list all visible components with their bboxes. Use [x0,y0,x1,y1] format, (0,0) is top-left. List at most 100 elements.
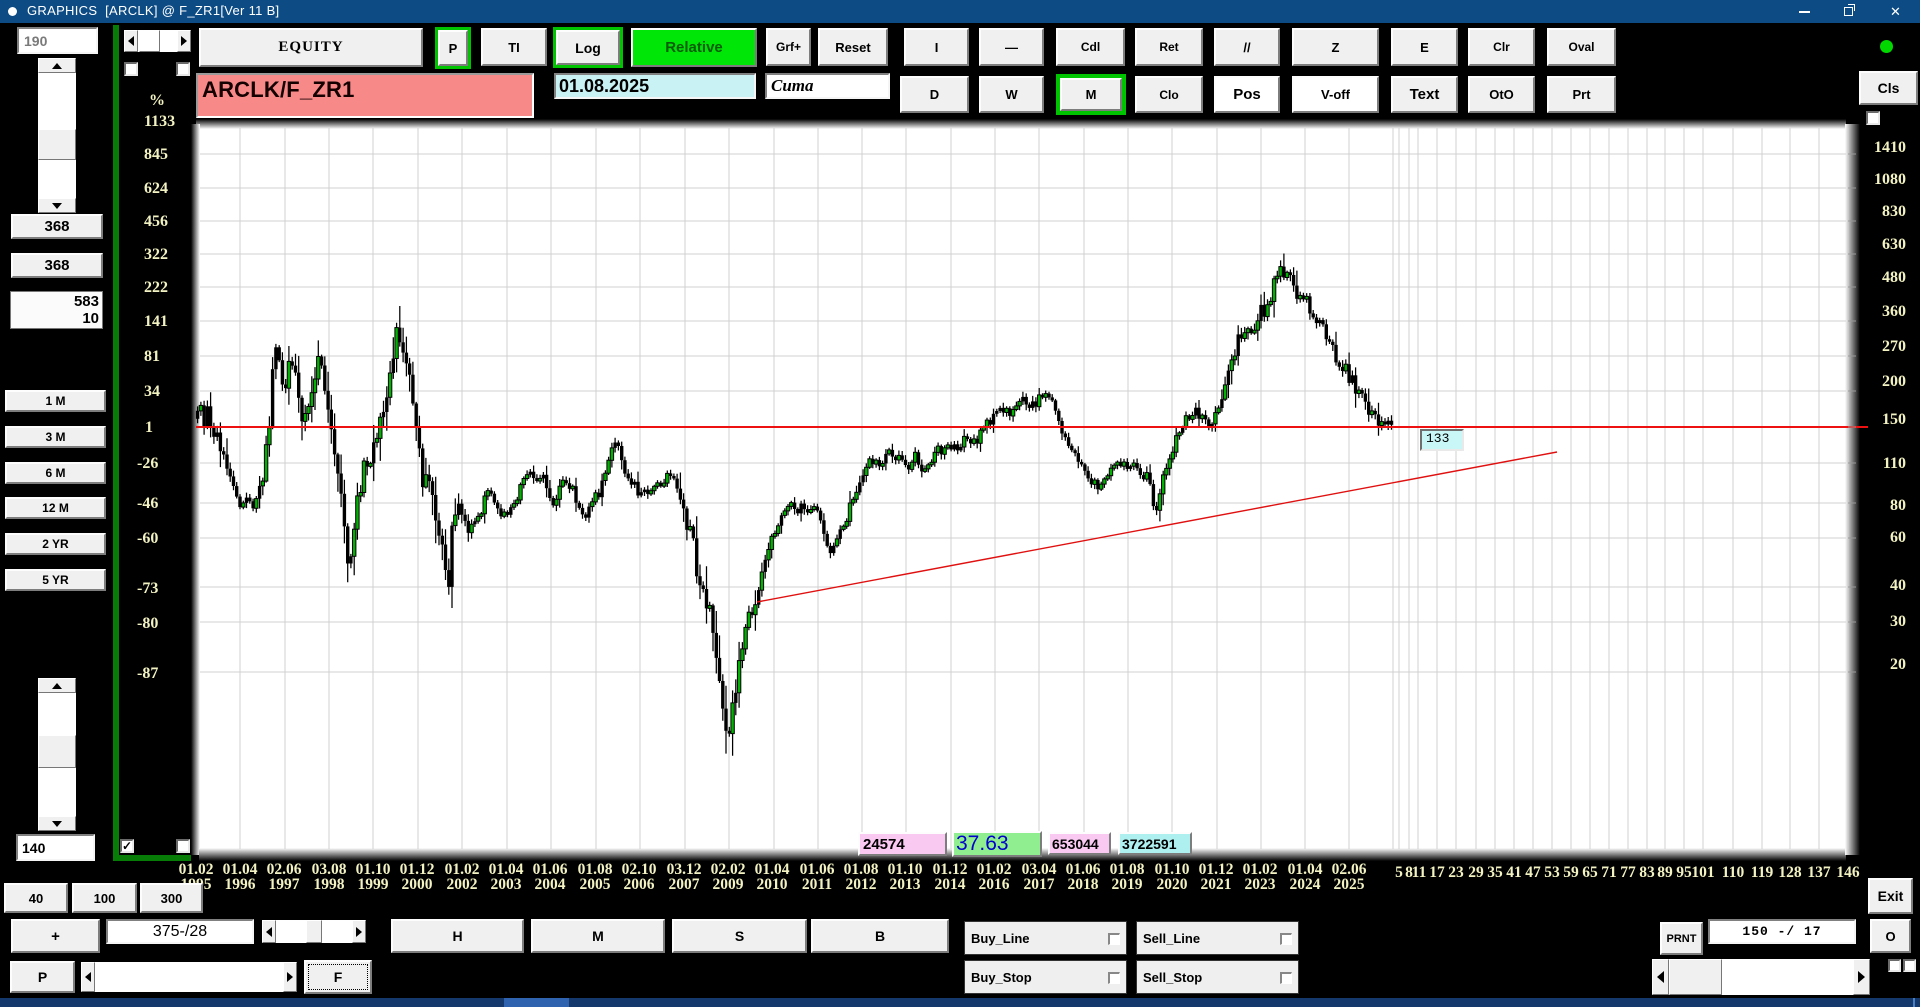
svg-text:01.08: 01.08 [844,861,879,878]
svg-text:20: 20 [1890,656,1906,673]
svg-text:65: 65 [1582,864,1598,881]
svg-text:101: 101 [1691,864,1714,881]
svg-text:1133: 1133 [144,113,175,130]
svg-text:8: 8 [1405,864,1413,881]
svg-text:845: 845 [144,146,168,163]
svg-text:01.12: 01.12 [933,861,968,878]
svg-text:01.12: 01.12 [400,861,435,878]
svg-text:624: 624 [144,180,168,197]
svg-text:150: 150 [1882,411,1906,428]
svg-text:01.08: 01.08 [1110,861,1145,878]
svg-text:-80: -80 [137,615,158,632]
svg-text:1410: 1410 [1874,139,1906,156]
svg-text:141: 141 [144,313,168,330]
svg-text:-60: -60 [137,530,158,547]
svg-text:2025: 2025 [1334,876,1365,893]
svg-text:71: 71 [1601,864,1617,881]
svg-text:01.04: 01.04 [223,861,258,878]
svg-text:80: 80 [1890,497,1906,514]
svg-text:01.02: 01.02 [1243,861,1278,878]
svg-text:03.04: 03.04 [1022,861,1057,878]
svg-text:01.02: 01.02 [179,861,214,878]
svg-text:01.04: 01.04 [755,861,790,878]
svg-text:2005: 2005 [580,876,611,893]
svg-text:2012: 2012 [846,876,877,893]
svg-text:830: 830 [1882,203,1906,220]
svg-text:2000: 2000 [402,876,433,893]
svg-text:01.06: 01.06 [800,861,835,878]
svg-text:34: 34 [144,383,160,400]
svg-text:89: 89 [1657,864,1673,881]
svg-text:03.08: 03.08 [312,861,347,878]
svg-text:02.06: 02.06 [267,861,302,878]
svg-text:81: 81 [144,348,160,365]
svg-text:2024: 2024 [1290,876,1321,893]
svg-text:01.12: 01.12 [1199,861,1234,878]
svg-text:2017: 2017 [1024,876,1055,893]
svg-text:95: 95 [1676,864,1692,881]
svg-text:-87: -87 [137,665,158,682]
svg-text:11: 11 [1412,864,1427,881]
svg-text:83: 83 [1639,864,1655,881]
svg-text:60: 60 [1890,529,1906,546]
svg-text:128: 128 [1778,864,1802,881]
svg-text:322: 322 [144,246,168,263]
svg-text:35: 35 [1487,864,1503,881]
svg-text:02.02: 02.02 [711,861,746,878]
svg-text:2013: 2013 [890,876,921,893]
svg-text:01.06: 01.06 [1066,861,1101,878]
svg-text:2010: 2010 [757,876,788,893]
svg-text:01.08: 01.08 [578,861,613,878]
svg-text:1996: 1996 [225,876,256,893]
svg-text:01.02: 01.02 [977,861,1012,878]
svg-text:01.02: 01.02 [445,861,480,878]
svg-text:480: 480 [1882,269,1906,286]
svg-text:360: 360 [1882,303,1906,320]
svg-text:2009: 2009 [713,876,744,893]
svg-text:01.04: 01.04 [1288,861,1323,878]
svg-text:%: % [149,92,165,109]
svg-text:146: 146 [1836,864,1860,881]
svg-text:2007: 2007 [669,876,700,893]
svg-text:29: 29 [1468,864,1484,881]
svg-text:1998: 1998 [314,876,345,893]
svg-text:137: 137 [1807,864,1831,881]
svg-text:119: 119 [1751,864,1774,881]
svg-text:2004: 2004 [535,876,566,893]
svg-text:2003: 2003 [491,876,522,893]
svg-text:03.12: 03.12 [667,861,702,878]
svg-text:77: 77 [1620,864,1636,881]
svg-text:2016: 2016 [979,876,1010,893]
svg-text:2018: 2018 [1068,876,1099,893]
svg-text:2002: 2002 [447,876,478,893]
svg-text:01.10: 01.10 [888,861,923,878]
svg-text:01.10: 01.10 [1155,861,1190,878]
svg-text:2021: 2021 [1201,876,1232,893]
svg-text:2023: 2023 [1245,876,1276,893]
svg-text:630: 630 [1882,236,1906,253]
svg-text:2011: 2011 [802,876,832,893]
svg-text:01.06: 01.06 [533,861,568,878]
svg-text:41: 41 [1506,864,1522,881]
svg-text:-26: -26 [137,455,158,472]
svg-text:40: 40 [1890,577,1906,594]
svg-text:222: 222 [144,279,168,296]
svg-text:17: 17 [1429,864,1445,881]
svg-text:02.06: 02.06 [1332,861,1367,878]
svg-text:200: 200 [1882,373,1906,390]
svg-text:1999: 1999 [358,876,389,893]
svg-text:23: 23 [1448,864,1464,881]
svg-text:270: 270 [1882,338,1906,355]
svg-text:30: 30 [1890,613,1906,630]
svg-text:110: 110 [1722,864,1745,881]
svg-text:02.10: 02.10 [622,861,657,878]
svg-text:1997: 1997 [269,876,300,893]
svg-text:1080: 1080 [1874,171,1906,188]
svg-text:2006: 2006 [624,876,655,893]
svg-text:5: 5 [1395,864,1403,881]
svg-text:01.10: 01.10 [356,861,391,878]
svg-text:2020: 2020 [1157,876,1188,893]
svg-text:2019: 2019 [1112,876,1143,893]
svg-text:2014: 2014 [935,876,966,893]
svg-text:110: 110 [1883,455,1906,472]
